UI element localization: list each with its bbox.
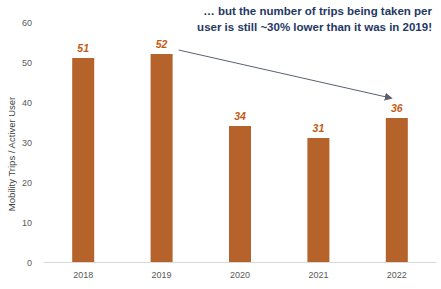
y-tick: [41, 102, 44, 103]
y-tick: [41, 222, 44, 223]
bar: [72, 58, 94, 262]
y-tick: [41, 62, 44, 63]
y-tick-label: 30: [22, 138, 32, 148]
y-tick-label: 10: [22, 218, 32, 228]
y-tick-label: 60: [22, 18, 32, 28]
arrow: [179, 50, 391, 98]
chart-container: 0 10 20 30 40 50 60 Mobility Trips / Activer Us…: [0, 0, 441, 289]
x-tick-label: 2018: [73, 270, 93, 280]
bar: [229, 126, 251, 262]
bars: [72, 54, 408, 262]
bar: [307, 138, 329, 262]
y-tick: [41, 262, 44, 263]
annotation: … but the number of trips being taken pe…: [203, 5, 432, 17]
y-tick-label: 0: [27, 258, 32, 268]
x-axis-line: [44, 262, 436, 263]
y-tick: [41, 182, 44, 183]
y-tick-label: 20: [22, 178, 32, 188]
data-label: 31: [313, 122, 325, 134]
x-tick-label: 2022: [387, 270, 407, 280]
data-label: 36: [391, 102, 403, 114]
data-label: 34: [234, 110, 246, 122]
x-tick-label: 2019: [152, 270, 172, 280]
data-label: 51: [77, 42, 89, 54]
chart-svg: 0 10 20 30 40 50 60 Mobility Trips / Activer Us…: [0, 0, 441, 289]
data-label: 52: [156, 38, 168, 50]
bar: [151, 54, 173, 262]
y-tick: [41, 22, 44, 23]
y-tick-label: 50: [22, 58, 32, 68]
bar: [386, 118, 408, 262]
y-tick-label: 40: [22, 98, 32, 108]
y-tick: [41, 142, 44, 143]
y-axis-label: Mobility Trips / Activer User: [6, 97, 17, 212]
annotation: user is still ~30% lower than it was in …: [197, 21, 432, 33]
x-tick-label: 2020: [230, 270, 250, 280]
x-tick-label: 2021: [308, 270, 328, 280]
